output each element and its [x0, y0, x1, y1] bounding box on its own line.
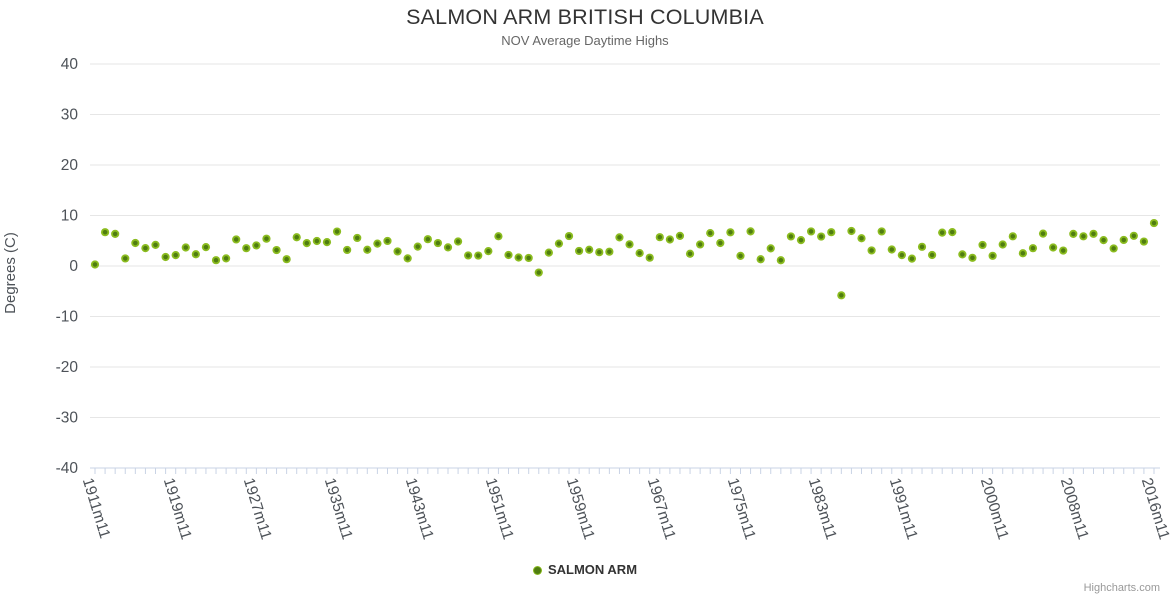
- svg-text:20: 20: [61, 157, 79, 174]
- svg-text:-30: -30: [56, 410, 79, 427]
- svg-text:-40: -40: [56, 460, 79, 477]
- svg-text:40: 40: [61, 56, 79, 73]
- svg-text:30: 30: [61, 107, 79, 124]
- svg-text:0: 0: [69, 258, 78, 275]
- svg-text:-10: -10: [56, 309, 79, 326]
- svg-text:-20: -20: [56, 359, 79, 376]
- svg-text:10: 10: [61, 208, 79, 225]
